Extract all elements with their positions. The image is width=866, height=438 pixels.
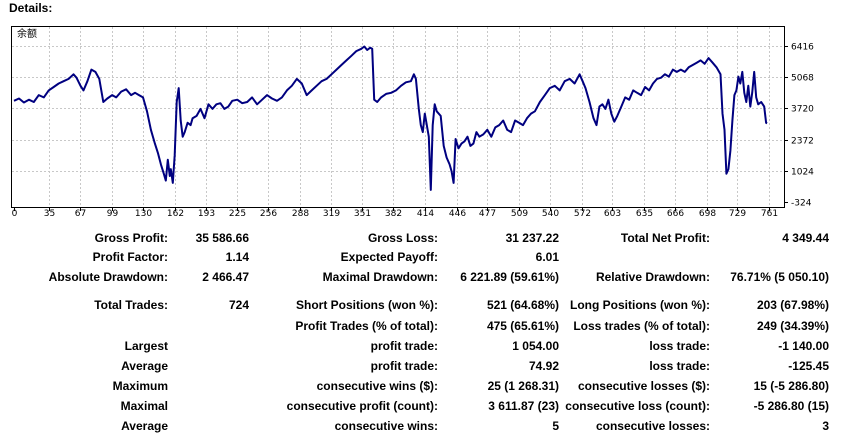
avg-consecutive-losses-label: consecutive losses:	[595, 419, 710, 433]
x-tick-label: 130	[135, 209, 152, 219]
average-loss-trade-value: -125.45	[788, 359, 829, 373]
y-tick-label: 5068	[791, 74, 814, 84]
x-tick-label: 162	[167, 209, 184, 219]
x-tick-label: 35	[44, 209, 55, 219]
profit-trades-label: Profit Trades (% of total):	[295, 319, 438, 333]
average-label: Average	[121, 359, 168, 373]
details-heading: Details:	[9, 1, 53, 15]
gross-profit-label: Gross Profit:	[94, 231, 168, 245]
gross-profit-value: 35 586.66	[195, 231, 249, 245]
relative-drawdown-value: 76.71% (5 050.10)	[730, 270, 829, 284]
x-tick-label: 509	[511, 209, 528, 219]
balance-chart: 0 35 67 99 130 162 193 225 256 288 319 351 382 414 446…	[11, 26, 820, 220]
avg-consecutive-losses-value: 3	[822, 419, 829, 433]
y-tick-label: 6416	[791, 43, 814, 53]
x-tick-label: 414	[417, 209, 434, 219]
consecutive-profit-label: consecutive profit (count):	[286, 399, 438, 413]
total-trades-value: 724	[228, 298, 249, 312]
chart-legend-label: 余额	[17, 27, 37, 40]
x-tick-label: 477	[479, 209, 496, 219]
x-tick-label: 193	[198, 209, 215, 219]
consecutive-loss-label: consecutive loss (count):	[565, 399, 710, 413]
x-tick-label: 256	[260, 209, 277, 219]
absolute-drawdown-value: 2 466.47	[202, 270, 249, 284]
avg-consecutive-wins-value: 5	[552, 419, 559, 433]
max-consecutive-losses-label: consecutive losses ($):	[577, 379, 710, 393]
gross-loss-value: 31 237.22	[505, 231, 559, 245]
maximal-drawdown-label: Maximal Drawdown:	[322, 270, 438, 284]
short-positions-label: Short Positions (won %):	[296, 298, 438, 312]
short-positions-value: 521 (64.68%)	[486, 298, 559, 312]
x-tick-label: 99	[107, 209, 119, 219]
y-tick-label: 2372	[791, 137, 814, 147]
profit-factor-label: Profit Factor:	[92, 250, 168, 264]
total-net-profit-label: Total Net Profit:	[620, 231, 710, 245]
x-tick-label: 288	[292, 209, 309, 219]
average-consecutive-label: Average	[121, 419, 168, 433]
x-tick-label: 698	[699, 209, 716, 219]
expected-payoff-value: 6.01	[535, 250, 559, 264]
max-consecutive-wins-value: 25 (1 268.31)	[487, 379, 559, 393]
average-profit-trade-value: 74.92	[528, 359, 559, 373]
plot-area	[11, 26, 785, 208]
y-tick-label: 3720	[791, 105, 814, 115]
x-tick-label: 603	[604, 209, 621, 219]
x-tick-label: 382	[385, 209, 402, 219]
absolute-drawdown-label: Absolute Drawdown:	[48, 270, 168, 284]
x-tick-label: 0	[12, 209, 18, 219]
relative-drawdown-label: Relative Drawdown:	[595, 270, 710, 284]
largest-loss-trade-value: -1 140.00	[778, 339, 829, 353]
long-positions-value: 203 (67.98%)	[756, 298, 829, 312]
x-tick-label: 635	[636, 209, 653, 219]
balance-series-line	[13, 45, 768, 191]
largest-profit-trade-label: profit trade:	[370, 339, 438, 353]
consecutive-loss-value: -5 286.80 (15)	[753, 399, 829, 413]
y-tick-label: 1024	[791, 168, 814, 178]
x-tick-label: 225	[229, 209, 246, 219]
axis-ticks: 0 35 67 99 130 162 193 225 256 288 319 351 382 414 446…	[12, 43, 815, 220]
gross-loss-label: Gross Loss:	[367, 231, 438, 245]
total-net-profit-value: 4 349.44	[782, 231, 829, 245]
max-consecutive-losses-value: 15 (-5 286.80)	[753, 379, 829, 393]
largest-loss-trade-label: loss trade:	[649, 339, 710, 353]
maximal-drawdown-value: 6 221.89 (59.61%)	[460, 270, 559, 284]
average-loss-trade-label: loss trade:	[649, 359, 710, 373]
largest-profit-trade-value: 1 054.00	[512, 339, 559, 353]
profit-trades-value: 475 (65.61%)	[486, 319, 559, 333]
expected-payoff-label: Expected Payoff:	[340, 250, 438, 264]
x-tick-label: 729	[729, 209, 746, 219]
x-tick-label: 446	[449, 209, 466, 219]
x-tick-label: 666	[667, 209, 684, 219]
max-consecutive-wins-label: consecutive wins ($):	[316, 379, 438, 393]
profit-factor-value: 1.14	[225, 250, 249, 264]
x-tick-label: 540	[542, 209, 559, 219]
maximal-label: Maximal	[120, 399, 168, 413]
largest-label: Largest	[124, 339, 168, 353]
average-profit-trade-label: profit trade:	[370, 359, 438, 373]
x-tick-label: 761	[761, 209, 778, 219]
y-tick-label: -324	[791, 199, 812, 209]
x-tick-label: 67	[75, 209, 86, 219]
y-axis-strip	[785, 26, 820, 208]
avg-consecutive-wins-label: consecutive wins:	[334, 419, 438, 433]
x-tick-label: 351	[354, 209, 371, 219]
long-positions-label: Long Positions (won %):	[570, 298, 710, 312]
x-tick-label: 319	[323, 209, 340, 219]
total-trades-label: Total Trades:	[94, 298, 168, 312]
loss-trades-label: Loss trades (% of total):	[573, 319, 710, 333]
maximum-label: Maximum	[112, 379, 168, 393]
consecutive-profit-value: 3 611.87 (23)	[488, 399, 559, 413]
loss-trades-value: 249 (34.39%)	[756, 319, 829, 333]
x-tick-label: 572	[574, 209, 591, 219]
